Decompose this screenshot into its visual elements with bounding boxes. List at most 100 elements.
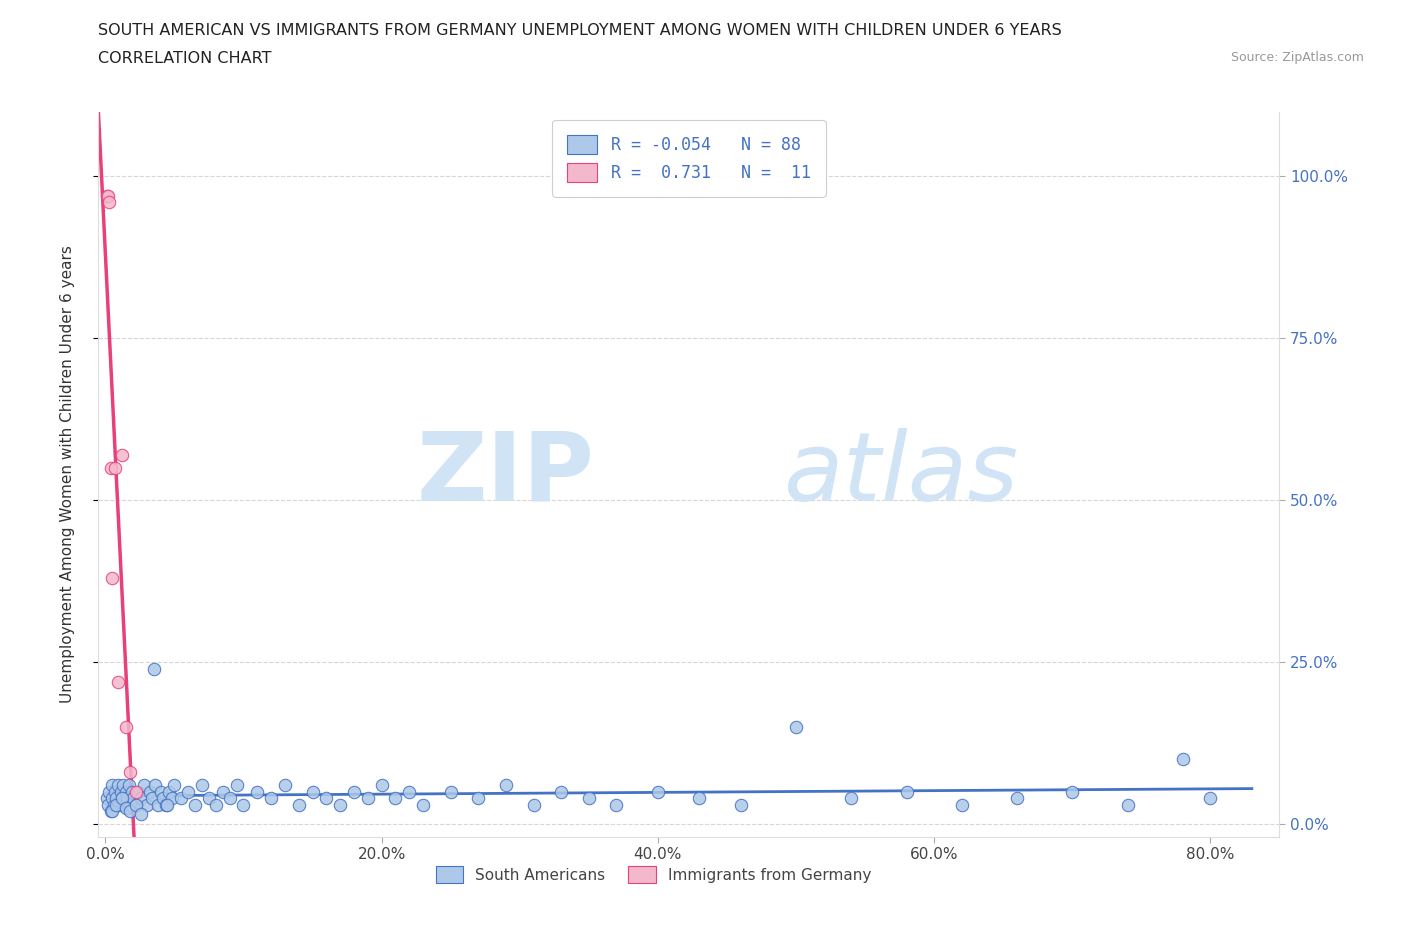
Point: [191, 777, 214, 792]
Point: [152, 790, 174, 805]
Point: [357, 790, 380, 805]
Point: [112, 777, 135, 792]
Text: CORRELATION CHART: CORRELATION CHART: [98, 51, 271, 66]
Point: [157, 784, 180, 799]
Point: [122, 790, 145, 805]
Point: [101, 570, 124, 585]
Point: [156, 797, 179, 812]
Point: [101, 804, 124, 818]
Point: [205, 797, 228, 812]
Point: [315, 790, 337, 805]
Text: SOUTH AMERICAN VS IMMIGRANTS FROM GERMANY UNEMPLOYMENT AMONG WOMEN WITH CHILDREN: SOUTH AMERICAN VS IMMIGRANTS FROM GERMAN…: [98, 23, 1062, 38]
Point: [129, 807, 152, 822]
Point: [115, 801, 138, 816]
Point: [104, 460, 127, 475]
Point: [1005, 790, 1028, 805]
Point: [111, 447, 134, 462]
Point: [142, 661, 165, 676]
Point: [160, 790, 183, 805]
Point: [108, 797, 131, 812]
Point: [104, 784, 127, 799]
Point: [274, 777, 297, 792]
Point: [146, 797, 169, 812]
Point: [1171, 751, 1194, 766]
Point: [163, 777, 186, 792]
Point: [125, 797, 148, 812]
Point: [1199, 790, 1222, 805]
Point: [412, 797, 434, 812]
Point: [120, 804, 142, 818]
Point: [141, 790, 163, 805]
Point: [246, 784, 269, 799]
Point: [1116, 797, 1139, 812]
Point: [105, 790, 128, 805]
Point: [155, 797, 177, 812]
Point: [127, 784, 149, 799]
Point: [550, 784, 572, 799]
Point: [100, 804, 122, 818]
Point: [120, 797, 142, 812]
Point: [398, 784, 420, 799]
Point: [218, 790, 240, 805]
Point: [184, 797, 207, 812]
Point: [301, 784, 323, 799]
Point: [110, 784, 132, 799]
Point: [101, 777, 124, 792]
Point: [98, 195, 121, 210]
Text: ZIP: ZIP: [416, 428, 595, 521]
Point: [198, 790, 221, 805]
Point: [177, 784, 200, 799]
Point: [232, 797, 254, 812]
Point: [688, 790, 710, 805]
Point: [125, 784, 148, 799]
Point: [329, 797, 352, 812]
Point: [107, 674, 129, 689]
Point: [343, 784, 366, 799]
Point: [440, 784, 463, 799]
Point: [1062, 784, 1084, 799]
Point: [117, 790, 139, 805]
Point: [370, 777, 392, 792]
Legend: South Americans, Immigrants from Germany: South Americans, Immigrants from Germany: [427, 858, 879, 891]
Point: [578, 790, 600, 805]
Point: [211, 784, 233, 799]
Point: [111, 790, 134, 805]
Point: [97, 189, 120, 204]
Point: [143, 777, 166, 792]
Point: [522, 797, 544, 812]
Point: [115, 784, 138, 799]
Point: [118, 777, 141, 792]
Text: atlas: atlas: [783, 428, 1018, 521]
Point: [467, 790, 489, 805]
Point: [121, 784, 143, 799]
Point: [100, 460, 122, 475]
Point: [129, 790, 152, 805]
Point: [950, 797, 973, 812]
Point: [101, 790, 124, 805]
Point: [115, 720, 138, 735]
Point: [225, 777, 247, 792]
Point: [105, 797, 128, 812]
Point: [98, 784, 121, 799]
Point: [605, 797, 627, 812]
Point: [170, 790, 193, 805]
Point: [730, 797, 752, 812]
Y-axis label: Unemployment Among Women with Children Under 6 years: Unemployment Among Women with Children U…: [60, 246, 75, 703]
Point: [149, 784, 172, 799]
Point: [120, 764, 142, 779]
Point: [839, 790, 862, 805]
Point: [111, 790, 134, 805]
Point: [96, 189, 118, 204]
Point: [647, 784, 669, 799]
Point: [287, 797, 309, 812]
Point: [495, 777, 517, 792]
Point: [785, 720, 807, 735]
Point: [384, 790, 406, 805]
Point: [125, 797, 148, 812]
Point: [114, 797, 136, 812]
Point: [135, 797, 157, 812]
Point: [260, 790, 283, 805]
Point: [96, 790, 118, 805]
Point: [107, 777, 129, 792]
Point: [132, 777, 155, 792]
